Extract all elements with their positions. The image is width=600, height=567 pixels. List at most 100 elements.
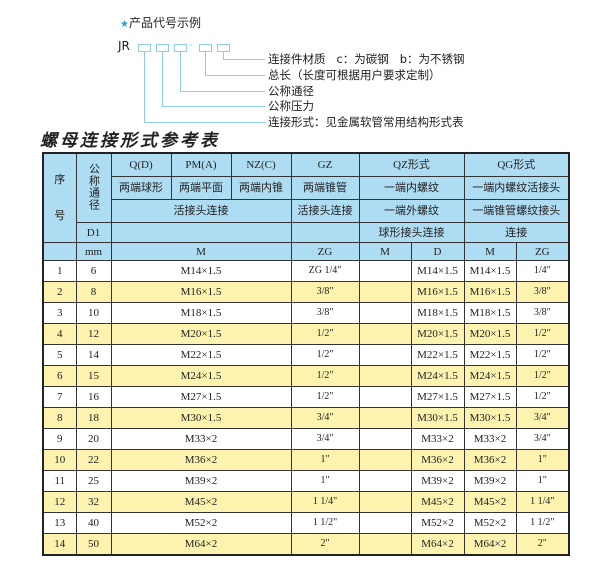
cell-qz-d: M52×2: [410, 512, 465, 534]
cell-no: 5: [42, 344, 77, 366]
cell-qg-m: M18×1.5: [463, 302, 517, 324]
cell-no: 6: [42, 365, 77, 387]
cell-qz-m: [358, 491, 412, 513]
cell-m: M36×2: [110, 449, 292, 471]
cell-m: M39×2: [110, 470, 292, 492]
cell-no: 14: [42, 533, 77, 556]
connector-line: [144, 52, 145, 122]
connector-line: [223, 59, 265, 60]
cell-qz-m: [358, 428, 412, 450]
header-nz: NZ(C): [230, 152, 292, 177]
nut-connection-table: 序号 公称通径 Q(D) PM(A) NZ(C) GZ QZ形式 QG形式 两端…: [42, 152, 571, 556]
cell-dn: 32: [75, 491, 112, 513]
code-box-length: [199, 44, 212, 52]
cell-qz-m: [358, 533, 412, 556]
cell-zg: 3/4": [290, 407, 360, 429]
cell-no: 9: [42, 428, 77, 450]
header-qd: Q(D): [110, 152, 172, 177]
table-row: 2 8 M16×1.5 3/8" M16×1.5 M16×1.5 3/8": [42, 281, 570, 303]
cell-qg-zg: 3/8": [515, 281, 570, 303]
table-title: 螺母连接形式参考表: [40, 131, 220, 151]
cell-zg: 1/2": [290, 386, 360, 408]
header-empty: [42, 242, 77, 261]
header-qg-desc3: 连接: [463, 222, 570, 243]
cell-m: M64×2: [110, 533, 292, 556]
cell-no: 12: [42, 491, 77, 513]
cell-no: 7: [42, 386, 77, 408]
cell-no: 8: [42, 407, 77, 429]
label-pressure: 公称压力: [268, 99, 314, 113]
label-length: 总长（长度可根据用户要求定制）: [268, 68, 441, 82]
cell-qg-m: M16×1.5: [463, 281, 517, 303]
cell-qg-zg: 1": [515, 470, 570, 492]
table-row: 10 22 M36×2 1" M36×2 M36×2 1": [42, 449, 570, 471]
cell-qz-d: M18×1.5: [410, 302, 465, 324]
cell-zg: 1 1/4": [290, 491, 360, 513]
table-row: 13 40 M52×2 1 1/2" M52×2 M52×2 1 1/2": [42, 512, 570, 534]
cell-dn: 50: [75, 533, 112, 556]
connector-line: [223, 52, 224, 59]
header-seq: 序号: [42, 152, 77, 243]
legend-title: ★产品代号示例: [120, 14, 201, 31]
header-m: M: [110, 242, 292, 261]
header-qg-desc: 一端内螺纹活接头: [463, 176, 570, 200]
cell-qg-zg: 3/8": [515, 302, 570, 324]
code-box-material: [217, 44, 230, 52]
cell-m: M18×1.5: [110, 302, 292, 324]
cell-m: M52×2: [110, 512, 292, 534]
legend-title-text: 产品代号示例: [128, 16, 201, 30]
cell-qz-d: M45×2: [410, 491, 465, 513]
cell-dn: 25: [75, 470, 112, 492]
table-row: 1 6 M14×1.5 ZG 1/4" M14×1.5 M14×1.5 1/4": [42, 260, 570, 282]
table-row: 11 25 M39×2 1" M39×2 M39×2 1": [42, 470, 570, 492]
cell-dn: 40: [75, 512, 112, 534]
cell-qz-d: M64×2: [410, 533, 465, 556]
connector-line: [180, 91, 265, 92]
header-qz-desc: 一端内螺纹: [358, 176, 465, 200]
header-pm: PM(A): [170, 152, 232, 177]
cell-m: M16×1.5: [110, 281, 292, 303]
cell-m: M33×2: [110, 428, 292, 450]
header-qg-zg: ZG: [515, 242, 570, 261]
cell-m: M14×1.5: [110, 260, 292, 282]
cell-qg-m: M30×1.5: [463, 407, 517, 429]
cell-qz-d: M24×1.5: [410, 365, 465, 387]
cell-dn: 8: [75, 281, 112, 303]
table-body: 1 6 M14×1.5 ZG 1/4" M14×1.5 M14×1.5 1/4" 2 8 M16×…: [42, 260, 570, 556]
table-row: 8 18 M30×1.5 3/4" M30×1.5 M30×1.5 3/4": [42, 407, 570, 429]
connector-line: [162, 52, 163, 106]
header-qz: QZ形式: [358, 152, 465, 177]
cell-no: 4: [42, 323, 77, 345]
code-prefix: JR: [118, 39, 130, 53]
header-qz-d: D: [410, 242, 465, 261]
cell-qz-d: M27×1.5: [410, 386, 465, 408]
table-row: 7 16 M27×1.5 1/2" M27×1.5 M27×1.5 1/2": [42, 386, 570, 408]
cell-zg: 3/8": [290, 302, 360, 324]
cell-zg: 2": [290, 533, 360, 556]
cell-dn: 14: [75, 344, 112, 366]
cell-m: M45×2: [110, 491, 292, 513]
table-row: 14 50 M64×2 2" M64×2 M64×2 2": [42, 533, 570, 556]
header-qg-m: M: [463, 242, 517, 261]
cell-zg: 3/4": [290, 428, 360, 450]
cell-m: M24×1.5: [110, 365, 292, 387]
cell-qz-m: [358, 260, 412, 282]
cell-qg-zg: 1/4": [515, 260, 570, 282]
cell-qg-m: M64×2: [463, 533, 517, 556]
connector-line: [205, 75, 265, 76]
cell-qg-zg: 1 1/2": [515, 512, 570, 534]
header-nz-desc: 两端内锥: [230, 176, 292, 200]
code-box-connection: [138, 44, 151, 52]
cell-qz-m: [358, 344, 412, 366]
cell-qg-m: M14×1.5: [463, 260, 517, 282]
cell-qg-zg: 3/4": [515, 428, 570, 450]
cell-qz-d: M33×2: [410, 428, 465, 450]
cell-qg-zg: 1": [515, 449, 570, 471]
header-qz-desc2: 一端外螺纹: [358, 199, 465, 223]
cell-dn: 12: [75, 323, 112, 345]
label-connection: 连接形式：见金属软管常用结构形式表: [268, 115, 464, 129]
table-row: 5 14 M22×1.5 1/2" M22×1.5 M22×1.5 1/2": [42, 344, 570, 366]
cell-qg-zg: 1/2": [515, 365, 570, 387]
table-row: 4 12 M20×1.5 1/2" M20×1.5 M20×1.5 1/2": [42, 323, 570, 345]
cell-qz-m: [358, 470, 412, 492]
